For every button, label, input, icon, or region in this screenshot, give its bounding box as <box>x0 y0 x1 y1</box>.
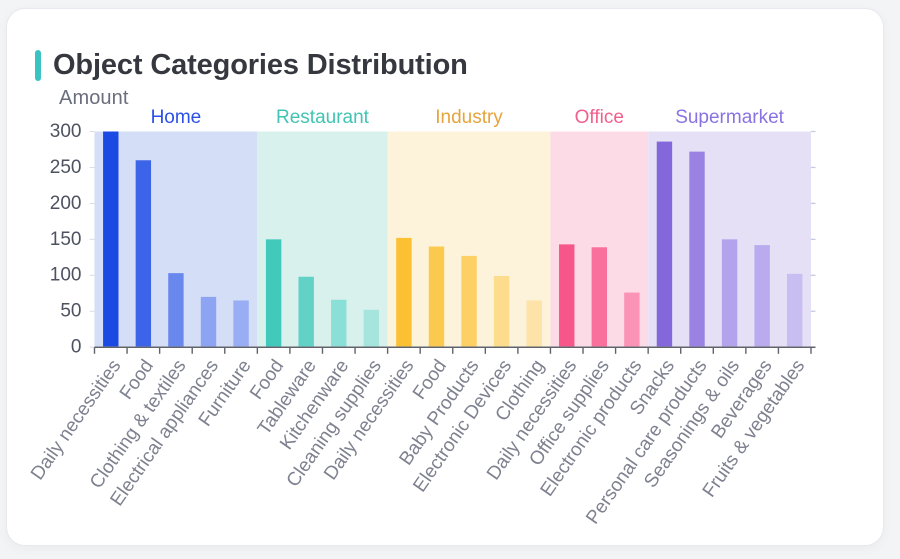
svg-text:Supermarket: Supermarket <box>675 107 784 128</box>
svg-text:250: 250 <box>50 157 82 178</box>
svg-text:100: 100 <box>50 265 82 286</box>
svg-text:Industry: Industry <box>435 107 503 128</box>
svg-text:Home: Home <box>151 107 202 128</box>
svg-text:300: 300 <box>50 121 82 142</box>
svg-text:0: 0 <box>71 337 82 358</box>
svg-text:150: 150 <box>50 229 82 250</box>
svg-text:Office: Office <box>575 107 624 128</box>
svg-text:Amount: Amount <box>59 87 129 109</box>
svg-text:200: 200 <box>50 193 82 214</box>
svg-text:Restaurant: Restaurant <box>276 107 370 128</box>
svg-text:50: 50 <box>60 301 81 322</box>
